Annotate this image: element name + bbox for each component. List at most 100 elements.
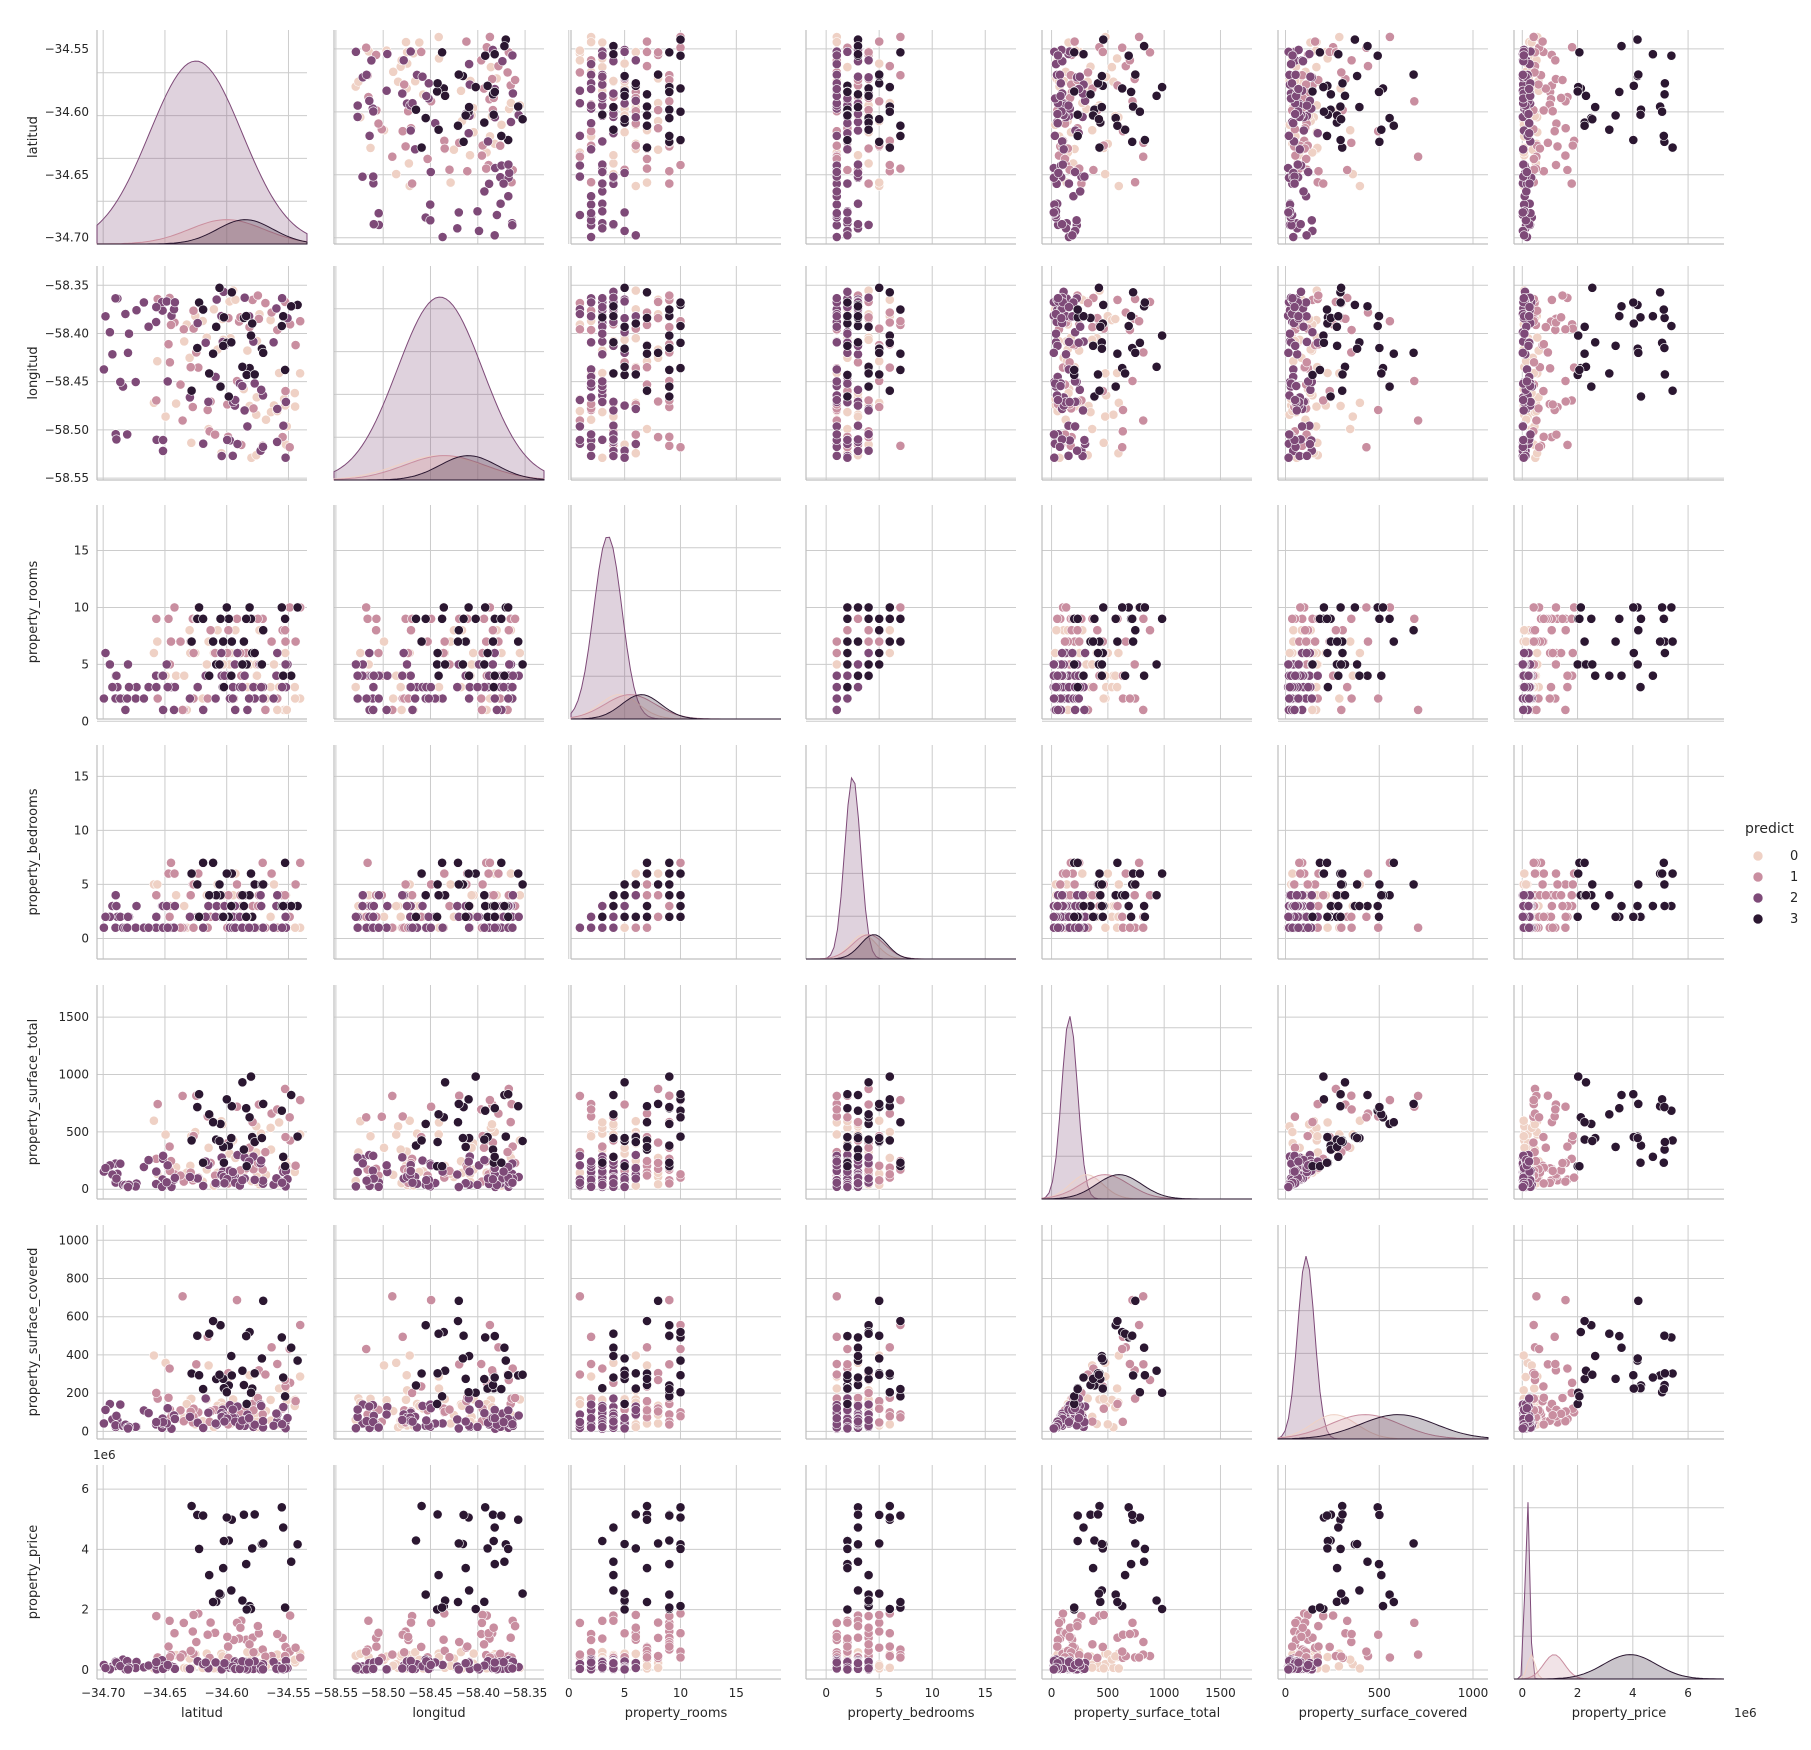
scatter-point <box>1350 299 1360 310</box>
scatter-point <box>276 602 287 613</box>
y-tick-label: −58.55 <box>45 471 89 485</box>
scatter-point <box>373 890 384 901</box>
scatter-point <box>204 368 215 379</box>
scatter-point <box>597 452 608 463</box>
scatter-point <box>664 364 675 375</box>
scatter-point <box>884 307 895 318</box>
scatter-point <box>863 625 874 636</box>
scatter-point <box>239 405 250 416</box>
scatter-point <box>1126 87 1136 97</box>
scatter-point <box>608 292 619 303</box>
scatter-point <box>1519 682 1530 692</box>
scatter-point <box>100 311 111 322</box>
scatter-point <box>1579 348 1590 359</box>
scatter-point <box>597 293 608 304</box>
scatter-point <box>1288 118 1299 129</box>
scatter-point <box>458 613 469 624</box>
scatter-point <box>884 636 895 647</box>
scatter-point <box>831 140 842 151</box>
scatter-point <box>1556 890 1566 901</box>
scatter-point <box>278 670 289 681</box>
scatter-point <box>148 648 159 658</box>
scatter-point <box>1346 137 1357 148</box>
scatter-point <box>1363 61 1373 71</box>
scatter-point <box>204 890 215 901</box>
scatter-point <box>853 150 863 161</box>
scatter-point <box>863 321 874 332</box>
scatter-point <box>675 890 686 901</box>
scatter-point <box>895 32 906 42</box>
scatter-point <box>1409 96 1420 107</box>
scatter-point <box>1335 400 1346 411</box>
scatter-point <box>1335 602 1346 613</box>
scatter-point <box>1332 340 1342 351</box>
scatter-point <box>152 636 163 647</box>
scatter-point <box>1102 868 1113 879</box>
scatter-point <box>1581 90 1591 101</box>
scatter-point <box>151 302 162 312</box>
scatter-point <box>99 364 109 375</box>
scatter-point <box>586 144 596 155</box>
scatter-point <box>1286 59 1296 69</box>
scatter-point <box>1322 922 1333 933</box>
scatter-point <box>642 110 652 121</box>
scatter-point <box>1319 602 1329 613</box>
scatter-point <box>198 705 209 715</box>
scatter-point <box>653 144 663 155</box>
scatter-point <box>675 160 686 170</box>
scatter-point <box>586 59 596 69</box>
panel-property_rooms-vs-property_bedrooms <box>805 505 1016 722</box>
scatter-point <box>863 178 874 189</box>
scatter-point <box>884 317 895 328</box>
scatter-point <box>1094 142 1105 153</box>
scatter-point <box>1098 602 1109 613</box>
scatter-point <box>1345 424 1356 434</box>
scatter-point <box>608 420 619 431</box>
scatter-point <box>1117 602 1128 613</box>
scatter-point <box>831 69 842 80</box>
scatter-point <box>1336 114 1346 125</box>
scatter-point <box>280 625 290 636</box>
scatter-point <box>1632 659 1643 670</box>
scatter-point <box>238 901 249 911</box>
scatter-point <box>1053 293 1063 304</box>
scatter-point <box>226 287 237 298</box>
scatter-point <box>513 636 524 647</box>
scatter-point <box>1524 922 1534 933</box>
scatter-point <box>186 868 197 879</box>
scatter-point <box>1130 177 1140 188</box>
scatter-point <box>122 429 133 440</box>
scatter-point <box>368 219 379 230</box>
scatter-point <box>1543 137 1553 148</box>
scatter-point <box>884 142 895 153</box>
panel-property_bedrooms-vs-property_surface_total <box>1041 745 1252 960</box>
scatter-point <box>192 318 203 328</box>
density-curve-2 <box>333 296 545 481</box>
scatter-point <box>396 705 407 715</box>
scatter-point <box>1138 415 1149 426</box>
scatter-point <box>1346 55 1357 66</box>
scatter-point <box>619 361 630 372</box>
scatter-point <box>619 879 630 890</box>
scatter-point <box>1518 50 1529 61</box>
scatter-point <box>675 363 686 373</box>
scatter-point <box>488 636 498 647</box>
scatter-point <box>1302 879 1313 890</box>
scatter-point <box>831 130 842 141</box>
scatter-point <box>260 298 271 308</box>
scatter-point <box>1544 693 1555 704</box>
scatter-point <box>1293 84 1304 94</box>
scatter-point <box>483 868 494 879</box>
scatter-point <box>1566 890 1577 901</box>
scatter-point <box>215 613 226 624</box>
scatter-point <box>1374 343 1385 353</box>
scatter-point <box>1061 868 1072 879</box>
scatter-point <box>1072 625 1083 636</box>
scatter-point <box>863 381 874 392</box>
scatter-point <box>198 304 208 315</box>
scatter-point <box>863 72 874 83</box>
scatter-point <box>586 191 596 202</box>
scatter-point <box>831 659 842 670</box>
scatter-point <box>463 128 474 139</box>
scatter-point <box>488 109 499 120</box>
